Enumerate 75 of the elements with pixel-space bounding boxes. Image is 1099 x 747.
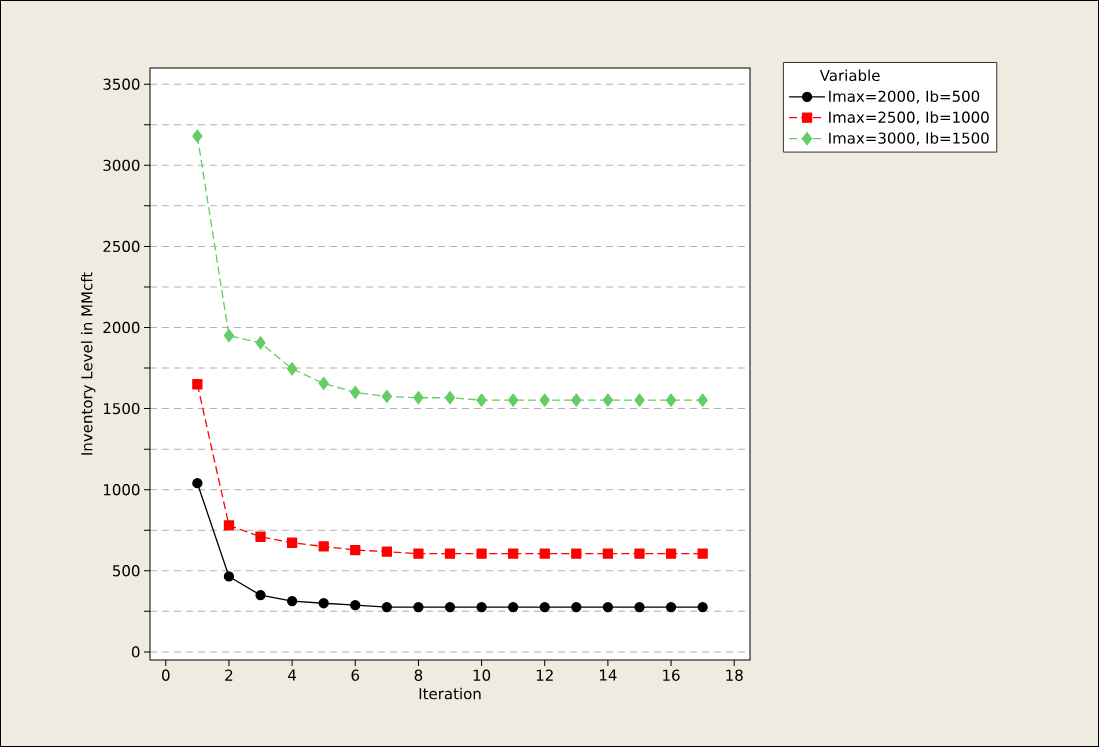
x-tick-label: 12 xyxy=(536,669,553,681)
point xyxy=(571,601,582,613)
legend-label: Imax=2500, Ib=1000 xyxy=(829,111,989,125)
x-tick-label: 18 xyxy=(726,669,743,681)
point xyxy=(381,389,392,404)
legend-title: Variable xyxy=(819,69,880,82)
y-tick-label: 3000 xyxy=(103,159,140,171)
point xyxy=(508,393,519,407)
point xyxy=(634,548,645,559)
point xyxy=(192,129,203,143)
point xyxy=(350,600,361,611)
point xyxy=(539,393,550,407)
point xyxy=(318,376,329,391)
x-tick-label: 14 xyxy=(600,669,617,681)
point xyxy=(634,393,645,407)
point xyxy=(665,601,677,613)
point xyxy=(665,393,677,407)
point xyxy=(286,595,298,607)
point xyxy=(602,601,614,613)
point xyxy=(571,548,582,559)
point xyxy=(539,601,550,613)
point xyxy=(318,598,329,609)
y-tick-label: 3500 xyxy=(103,78,140,90)
point xyxy=(571,393,582,407)
point xyxy=(381,546,392,557)
point xyxy=(286,362,298,376)
point xyxy=(665,548,677,559)
y-tick-label: 1000 xyxy=(103,484,140,496)
point xyxy=(223,328,235,343)
y-axis-title: Inventory Level in MMcft xyxy=(80,272,96,455)
point xyxy=(413,391,424,405)
y-tick-label: 1500 xyxy=(103,402,140,415)
point xyxy=(350,385,361,400)
point xyxy=(508,601,519,613)
point xyxy=(223,520,235,531)
point xyxy=(413,601,424,613)
legend-label: Imax=3000, Ib=1500 xyxy=(829,132,989,146)
point xyxy=(413,548,424,559)
point xyxy=(350,544,361,556)
legend-label: Imax=2000, Ib=500 xyxy=(829,90,980,104)
point xyxy=(697,601,708,613)
x-tick-label: 6 xyxy=(351,669,360,681)
point xyxy=(476,393,487,407)
point xyxy=(476,548,487,559)
point xyxy=(444,548,456,559)
point xyxy=(508,548,519,559)
x-tick-label: 0 xyxy=(162,669,170,681)
point xyxy=(444,601,456,613)
x-tick-label: 16 xyxy=(663,669,680,681)
point xyxy=(255,531,266,542)
point xyxy=(697,548,708,559)
point xyxy=(539,548,550,559)
x-tick-label: 2 xyxy=(225,669,233,681)
point xyxy=(255,589,266,601)
point xyxy=(192,478,203,489)
x-axis-title: Iteration xyxy=(419,687,481,700)
point xyxy=(697,393,708,407)
y-tick-label: 2500 xyxy=(103,240,140,253)
point xyxy=(223,571,235,582)
point xyxy=(602,548,614,559)
point xyxy=(634,601,645,613)
point xyxy=(255,336,266,350)
point xyxy=(602,393,614,407)
y-tick-label: 0 xyxy=(131,646,140,658)
point xyxy=(381,601,392,613)
x-tick-label: 4 xyxy=(288,669,297,681)
point xyxy=(476,601,487,613)
point xyxy=(286,537,298,548)
point xyxy=(318,541,329,552)
x-tick-label: 8 xyxy=(414,669,423,681)
y-tick-label: 2000 xyxy=(103,321,140,334)
y-tick-label: 500 xyxy=(113,565,140,577)
point xyxy=(192,379,203,390)
x-tick-label: 10 xyxy=(473,669,491,681)
point xyxy=(444,391,456,405)
